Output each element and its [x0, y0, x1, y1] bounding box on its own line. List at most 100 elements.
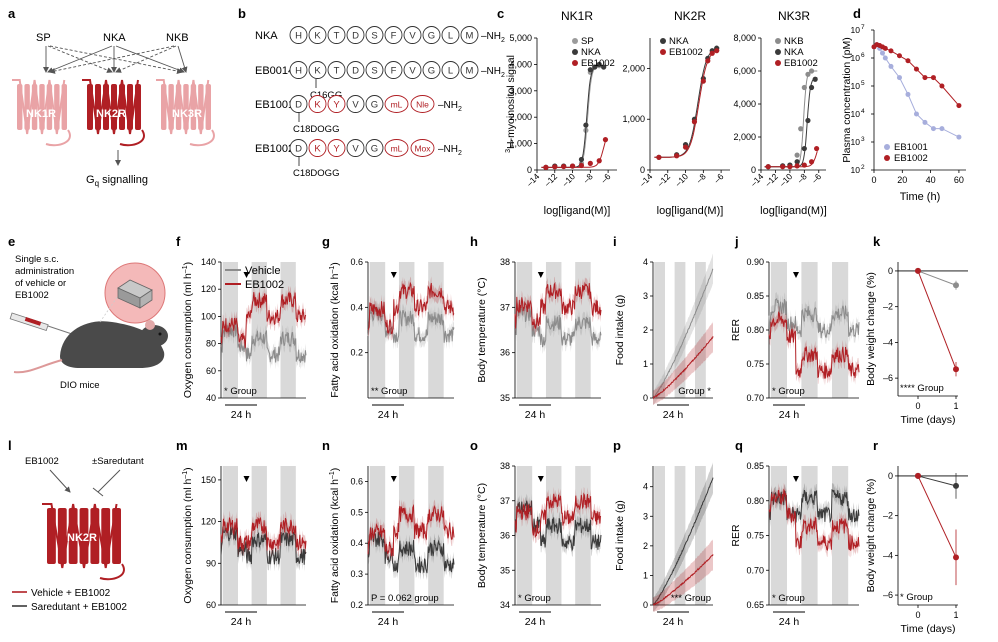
vial-icon [117, 279, 153, 309]
x-tick-label: 1 [953, 610, 958, 620]
data-point-EB1001 [896, 75, 902, 81]
y-tick-label: 0 [643, 600, 648, 610]
sem-band-1 [769, 305, 859, 386]
receptor-label-nk2r: NK2R [96, 108, 126, 120]
y-axis-label: RER [730, 318, 742, 341]
residue-letter: M [466, 31, 474, 42]
chart-title: NK3R [778, 9, 810, 23]
residue-letter: H [295, 31, 302, 42]
y-tick-label: 0.90 [746, 257, 764, 267]
y-tick-label: 10 [851, 137, 861, 147]
sem-band-0 [653, 462, 713, 612]
y-tick-label: 3,000 [509, 86, 532, 96]
helix-4 [39, 84, 45, 130]
fit-curve-NKA [654, 47, 720, 158]
y-tick-label: 0.70 [746, 565, 764, 575]
residue-letter: T [334, 66, 340, 77]
data-point-EB1002 [808, 159, 815, 165]
panel-a: SP NKA NKB NK1R NK2R NK3R Gq signalling [12, 32, 215, 188]
y-tick-label: 4,000 [509, 59, 532, 69]
data-point-EB1002 [578, 162, 585, 169]
y-tick-label: 0 [751, 165, 756, 175]
receptor-nk2r-schematic [42, 503, 125, 581]
residue-letter: T [334, 31, 340, 42]
residue-shape [441, 61, 460, 79]
data-point-NKB [801, 84, 807, 91]
legend-marker [884, 144, 890, 150]
helix-2 [168, 84, 174, 130]
mean-trace-0 [220, 525, 307, 565]
y-tick-label: 120 [201, 284, 216, 294]
fit-curve-EB1002 [541, 137, 607, 168]
y-tick-label: 0.2 [350, 600, 363, 610]
helix-5 [190, 84, 197, 130]
residue-shape [289, 61, 308, 79]
dark-phase-band [801, 262, 818, 398]
x-tick-label: –8 [795, 171, 809, 185]
y-tick-label: 2 [643, 325, 648, 335]
sem-band-0 [653, 253, 713, 406]
c-terminus: –NH2 [438, 144, 462, 157]
x-tick-label: –10 [560, 171, 577, 188]
y-tick-label: 60 [206, 366, 216, 376]
y-axis-label: Food intake (g) [614, 500, 626, 571]
data-point-EB1002 [552, 164, 558, 170]
residue-shape [441, 26, 460, 44]
residue-shape [460, 26, 479, 44]
chart-j-rer: 0.70 0.75 0.80 0.85 0.90 RER 24 h * Group [730, 257, 860, 421]
y-axis-label: Body weight change (%) [865, 479, 877, 593]
data-point-EB1002 [596, 158, 602, 164]
chart-m-oxygen: 60 90 120 150 Oxygen consumption (ml h–1) 24 … [182, 466, 307, 628]
y-tick-label: 2 [643, 541, 648, 551]
data-point-EB1002 [801, 162, 807, 168]
stat-annotation: * Group [772, 593, 805, 604]
dark-phase-band [398, 262, 415, 398]
dark-phase-band [695, 466, 706, 605]
y-tick-label: 0 [527, 165, 532, 175]
data-point-NKA [596, 61, 602, 67]
y-tick-label: 0.75 [746, 531, 764, 541]
panel-letter-e: e [8, 234, 15, 249]
data-point-EB1002 [814, 145, 820, 152]
helix-7 [205, 84, 211, 130]
residue-letter: F [391, 31, 397, 42]
data-point-EB1001 [930, 126, 936, 132]
y-tick-label: 37 [500, 302, 510, 312]
x-tick-label: –8 [694, 171, 708, 185]
residue-shape [365, 26, 384, 44]
legend-text-vehicle: Vehicle + EB1002 [31, 588, 111, 599]
ligand-nkb: NKB [166, 32, 189, 44]
group-line-1 [917, 475, 957, 558]
stat-annotation: * Group [772, 386, 805, 397]
mean-trace-0 [514, 305, 602, 348]
helix-2 [95, 84, 101, 130]
scale-bar-label: 24 h [663, 409, 684, 421]
scale-bar-label: 24 h [779, 616, 800, 628]
x-axis-label: Time (h) [900, 191, 941, 203]
dark-phase-band [428, 466, 444, 605]
lipid-modification: C16GG [310, 90, 342, 101]
chart-k-body-weight: 0 –2 –4 –6 0 1 Time (days) Body weight change (… [865, 262, 968, 426]
sem-band-0 [368, 524, 454, 580]
y-axis-label: Oxygen consumption (ml h–1) [182, 467, 194, 603]
y-axis-label: Body temperature (°C) [476, 483, 488, 588]
legend-marker [775, 38, 781, 44]
helix-7 [112, 508, 121, 564]
y-tick-label: –2 [883, 302, 893, 312]
gq-signalling-label: Gq signalling [86, 174, 148, 188]
data-point-NKA [805, 117, 811, 124]
sequence-name: NKA [255, 30, 278, 42]
legend-label: SP [581, 36, 594, 47]
x-axis-label: Time (days) [900, 414, 955, 426]
data-point-EB1001 [905, 91, 911, 97]
data-point-EB1002 [674, 153, 680, 159]
caption-line-3: of vehicle or [15, 278, 66, 289]
chart-q-rer: 0.65 0.70 0.75 0.80 0.85 RER 24 h * Group [730, 461, 860, 628]
mean-trace-1 [367, 504, 455, 557]
dark-phase-band [654, 262, 665, 398]
y-tick-label: 0.85 [746, 291, 764, 301]
mean-point [953, 282, 959, 289]
stat-annotation: **** Group [900, 383, 944, 394]
legend-label: NKB [784, 36, 804, 47]
